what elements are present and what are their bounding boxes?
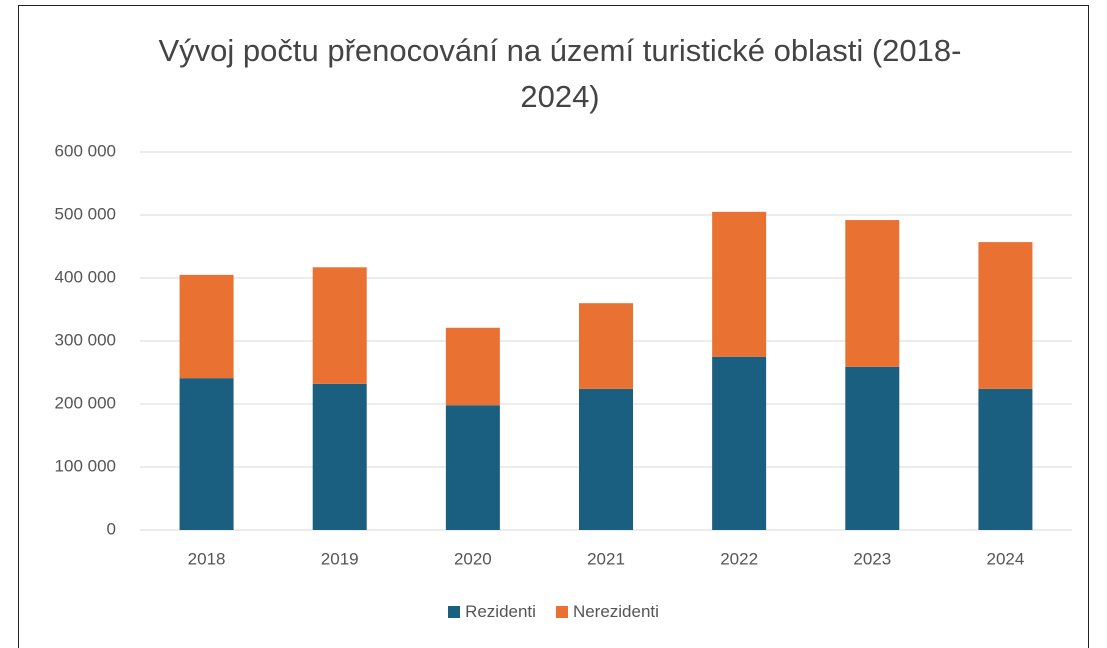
chart-frame xyxy=(18,5,1089,648)
x-tick-label: 2021 xyxy=(587,549,625,568)
legend-label: Nerezidenti xyxy=(572,602,659,621)
legend-item: Nerezidenti xyxy=(555,602,659,622)
bar-segment xyxy=(579,303,633,389)
y-tick-label: 300 000 xyxy=(55,330,116,349)
bar-segment xyxy=(179,274,234,379)
x-tick-label: 2024 xyxy=(987,549,1025,568)
bar-segment xyxy=(978,388,1033,530)
bar-segment xyxy=(312,267,367,384)
x-tick-label: 2018 xyxy=(188,549,226,568)
chart-title: Vývoj počtu přenocování na území turisti… xyxy=(158,33,962,114)
legend: Rezidenti Nerezidenti xyxy=(0,602,1107,622)
bar-segment xyxy=(445,405,500,530)
legend-item: Rezidenti xyxy=(448,602,536,622)
x-tick-label: 2022 xyxy=(720,549,758,568)
x-tick-label: 2019 xyxy=(321,549,359,568)
bar-segment xyxy=(579,388,633,530)
bar-segment xyxy=(312,383,367,530)
legend-swatch xyxy=(448,606,461,618)
bar-segment xyxy=(845,220,900,367)
bar-segment xyxy=(179,378,234,530)
bar-segment xyxy=(978,242,1033,389)
legend-swatch xyxy=(555,606,568,618)
bar-segment xyxy=(845,366,900,530)
x-tick-label: 2023 xyxy=(853,549,891,568)
y-tick-label: 400 000 xyxy=(55,267,116,286)
y-tick-label: 500 000 xyxy=(55,204,116,223)
y-tick-label: 600 000 xyxy=(55,141,116,160)
x-tick-label: 2020 xyxy=(454,549,492,568)
bar-segment xyxy=(445,327,500,406)
bar-segment xyxy=(712,211,767,357)
legend-label: Rezidenti xyxy=(465,602,536,621)
bar-segment xyxy=(712,356,767,530)
y-tick-label: 0 xyxy=(107,519,116,538)
y-tick-label: 100 000 xyxy=(55,456,116,475)
y-tick-label: 200 000 xyxy=(55,393,116,412)
